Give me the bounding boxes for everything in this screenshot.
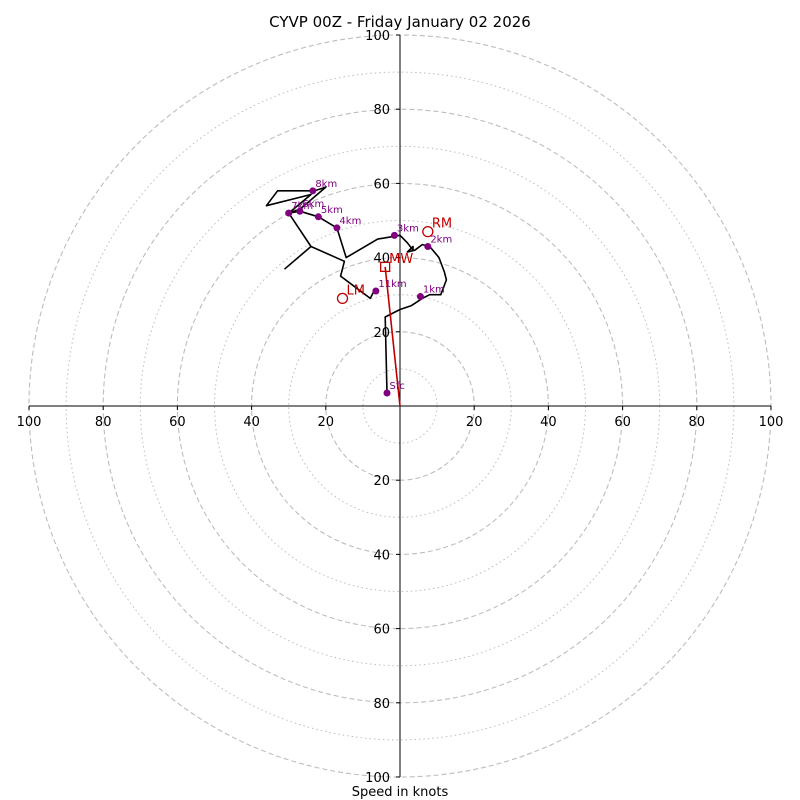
storm-motion-label: LM [346,283,364,298]
mean-wind-vector [384,266,401,407]
height-marker [296,207,304,215]
height-label: 2km [430,234,452,245]
height-marker [390,231,398,239]
hodograph-trace [265,186,448,394]
height-label: 7km [291,201,313,212]
height-marker [314,213,322,221]
height-marker [383,389,391,397]
y-tick-label-lower: 40 [373,548,390,563]
storm-motion-marker [380,261,391,273]
x-tick-label: 80 [95,415,112,430]
height-marker [309,187,317,195]
x-tick-label: 20 [466,415,483,430]
storm-motion-marker [336,292,349,305]
height-label: 11km [378,279,406,290]
chart-title: CYVP 00Z - Friday January 02 2026 [269,13,531,31]
height-marker [416,293,424,301]
y-tick-label-lower: 80 [373,697,390,712]
storm-motion-marker [422,225,434,238]
x-tick-label: 100 [759,415,784,430]
x-axis-label: Speed in knots [352,785,449,800]
x-tick-label: 100 [17,415,42,430]
y-tick-label-upper: 40 [373,252,390,267]
storm-motion-label: RM [432,217,452,232]
height-label: 6km [302,199,324,210]
height-marker [424,242,432,250]
x-tick-label: 20 [318,415,335,430]
height-marker [333,224,341,232]
height-marker [372,287,380,295]
y-tick-label-lower: 60 [373,623,390,638]
y-tick-label-upper: 80 [373,103,390,118]
x-tick-label: 40 [540,415,557,430]
height-label: 5km [321,205,343,216]
height-label: 4km [339,216,361,227]
storm-motion-label: MW [389,252,413,267]
height-label: 3km [397,223,419,234]
hodograph-trace-group [265,186,448,407]
height-marker [285,209,293,217]
y-tick-label-lower: 100 [365,771,390,786]
y-tick-label-upper: 60 [373,177,390,192]
x-tick-label: 60 [169,415,186,430]
x-tick-label: 40 [243,415,260,430]
y-tick-label-upper: 100 [365,29,390,44]
x-tick-label: 80 [689,415,706,430]
x-tick-label: 60 [614,415,631,430]
storm-motion-markers: RM LM MW [336,217,452,305]
height-label: 8km [315,179,337,190]
y-tick-label-upper: 20 [373,326,390,341]
height-label: Sfc [390,381,405,392]
height-label: 1km [423,285,445,296]
y-tick-label-lower: 20 [373,474,390,489]
